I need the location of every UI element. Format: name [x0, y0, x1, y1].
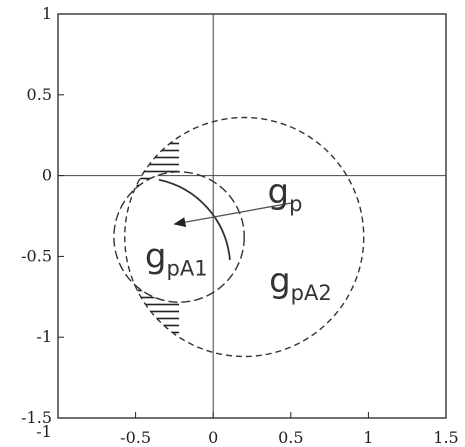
annotation-gpa2: gpA2 — [269, 261, 332, 305]
y-tick-label: -1.5 — [21, 408, 52, 427]
series-dashed-circle-large — [124, 116, 365, 358]
y-tick-label: 0 — [42, 166, 52, 185]
x-tick-label: 1 — [363, 428, 373, 447]
series-dashed-circle-small — [113, 171, 245, 303]
annotation-arrow — [173, 202, 291, 228]
annotation-gp: gp — [268, 172, 303, 216]
series-solid-arc — [158, 178, 231, 260]
y-tick-label: 0.5 — [27, 85, 52, 104]
y-tick-label: -1 — [36, 327, 52, 346]
x-tick-label: -0.5 — [120, 428, 151, 447]
annotation-gpa1: gpA1 — [145, 237, 208, 281]
y-tick-label: -0.5 — [21, 246, 52, 265]
x-tick-label: 0 — [208, 428, 218, 447]
y-tick-label: 1 — [42, 4, 52, 23]
hatched-region — [124, 14, 180, 418]
x-tick-label: 1.5 — [433, 428, 458, 447]
x-tick-label: 0.5 — [278, 428, 303, 447]
plot-area-frame — [57, 13, 447, 419]
x-tick-label: -1 — [36, 422, 52, 441]
